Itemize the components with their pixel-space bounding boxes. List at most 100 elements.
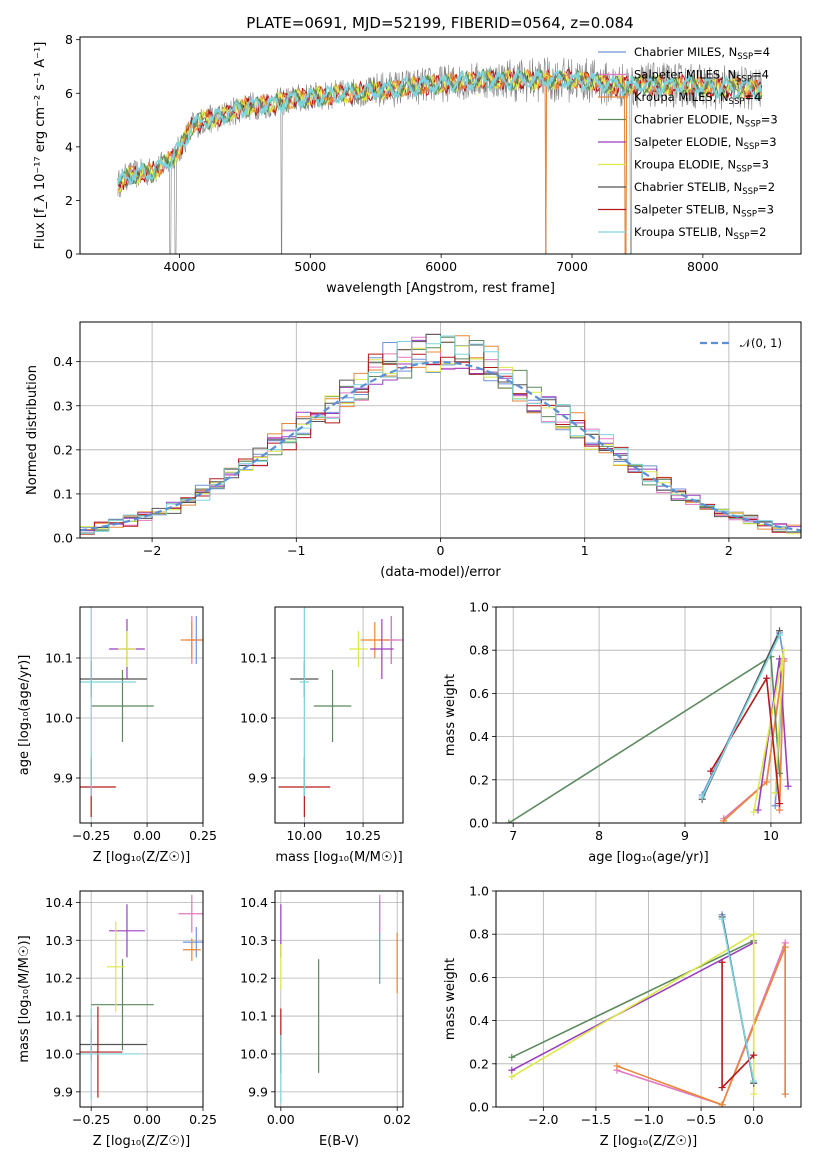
weight-marker: [718, 1084, 726, 1092]
y-tick-label: 0.1: [53, 486, 73, 501]
legend-sub: SSP: [741, 210, 757, 220]
residuals-plot-area: [80, 333, 801, 535]
weight-marker: [750, 1090, 758, 1098]
weight-marker: [771, 789, 779, 797]
legend-entry: Salpeter MILES, NSSP=4: [634, 68, 769, 85]
spectrum-frame: [79, 36, 802, 255]
weight_vs_Z-plot-area: [508, 911, 789, 1107]
weight-marker: [613, 1062, 621, 1070]
y-tick-label: 10.4: [240, 895, 268, 910]
weight_vs_age-plot-area: [505, 627, 792, 823]
x-tick-label: 0.0: [744, 1112, 764, 1127]
spectrum-xlabel: wavelength [Angstrom, rest frame]: [326, 281, 555, 296]
weight-line: [723, 660, 785, 822]
weight-marker: [781, 943, 789, 951]
weight-marker: [750, 1077, 758, 1085]
legend-sub: SSP: [742, 187, 758, 197]
age_vs_Z-frame: [79, 606, 204, 824]
y-tick-label: 10.3: [45, 933, 73, 948]
weight-marker: [718, 915, 726, 923]
weight-marker: [776, 769, 784, 777]
spectrum-axes: 4000 5000 6000 7000 8000 0 2 4 6 8 wavelength [Ang…: [33, 32, 719, 296]
y-tick-label: 10.2: [45, 971, 73, 986]
residual-histogram: [80, 345, 801, 535]
legend-label: Chabrier ELODIE, N: [634, 113, 745, 127]
y-tick-label: 0.0: [469, 1100, 489, 1115]
x-tick-label: 1: [581, 543, 589, 558]
x-tick-label: 0.02: [383, 1112, 411, 1127]
errorbar-point: [109, 904, 145, 958]
y-tick-label: 10.3: [240, 933, 268, 948]
residual-histogram: [80, 335, 801, 534]
weight-marker: [763, 674, 771, 682]
y-tick-label: 4: [65, 139, 73, 154]
weight-marker: [776, 800, 784, 808]
y-tick-label: 10.1: [45, 1009, 73, 1024]
weight-series: [754, 655, 792, 814]
weight-line: [752, 650, 785, 813]
legend-tail: =4: [744, 90, 761, 104]
normal-distribution-curve: [80, 360, 801, 532]
weight-line: [511, 939, 755, 1059]
x-tick-label: −2.0: [528, 1112, 558, 1127]
y-tick-label: 0.2: [469, 1056, 489, 1071]
y-tick-label: 0.4: [469, 729, 489, 744]
y-tick-label: 9.9: [53, 771, 73, 786]
weight-marker: [718, 1101, 726, 1107]
mass_vs_Z-axes: −0.25 0.00 0.25 9.9 10.0 10.1 10.2 10.3 10.4 Z [l…: [17, 891, 217, 1149]
errorbar-point: [360, 622, 389, 658]
mass_vs_ebv-frame: [274, 890, 404, 1108]
mass_vs_Z-frame: [79, 890, 204, 1108]
legend-tail: =2: [749, 225, 766, 239]
x-tick-label: −0.25: [72, 1112, 110, 1127]
errorbar-point: [118, 631, 136, 667]
legend-label: Chabrier MILES, N: [634, 45, 737, 59]
residual-histogram: [80, 333, 801, 534]
legend-label: Salpeter STELIB, N: [634, 203, 741, 217]
y-tick-label: 0.4: [53, 354, 73, 369]
y-tick-label: 2: [65, 193, 73, 208]
age_vs_mass-frame: [274, 606, 404, 824]
legend-entry: Chabrier STELIB, NSSP=2: [634, 180, 775, 197]
weight-line: [721, 918, 755, 1082]
weight-marker: [508, 1053, 516, 1061]
weight-series: [508, 939, 758, 1074]
age_vs_mass-plot-area: [278, 607, 403, 817]
legend-tail: =2: [758, 180, 775, 194]
age_vs_mass-xlabel: mass [log₁₀(M/M☉)]: [275, 850, 402, 865]
x-tick-label: −1.0: [633, 1112, 663, 1127]
y-tick-label: 0.8: [469, 927, 489, 942]
age_vs_mass-axes: 10.00 10.25 9.9 10.0 10.1 mass [log₁₀(M/M☉)]: [240, 607, 403, 865]
mass_vs_Z-ylabel: mass [log₁₀(M/M☉)]: [17, 935, 32, 1062]
errorbar-point: [80, 607, 136, 796]
model-spectrum-line: [117, 68, 763, 186]
weight-series: [718, 958, 758, 1092]
x-tick-label: −0.25: [72, 828, 110, 843]
y-tick-label: 10.2: [240, 971, 268, 986]
weight-marker: [776, 806, 784, 814]
y-tick-label: 0.2: [53, 442, 73, 457]
errorbar-point: [299, 607, 310, 796]
y-tick-label: 0.6: [469, 686, 489, 701]
y-tick-label: 0.2: [469, 772, 489, 787]
weight-marker: [763, 778, 771, 786]
weight-marker: [750, 930, 758, 938]
y-tick-label: 10.0: [45, 711, 73, 726]
legend-sub: SSP: [737, 52, 753, 62]
weight_vs_age-axes: 7 8 9 10 0.0 0.2 0.4 0.6 0.8 1.0 age [log₁₀(age/yr…: [443, 600, 801, 865]
figure-title: PLATE=0691, MJD=52199, FIBERID=0564, z=0…: [246, 14, 633, 32]
weight_vs_age-ylabel: mass weight: [443, 674, 458, 756]
x-tick-label: 10: [763, 828, 779, 843]
weight-line: [701, 634, 781, 798]
errorbar-point: [182, 938, 201, 962]
y-tick-label: 10.0: [240, 1046, 268, 1061]
weight-marker: [781, 1090, 789, 1098]
legend-entry: Kroupa ELODIE, NSSP=3: [634, 158, 769, 175]
x-tick-label: 10.00: [286, 828, 322, 843]
errorbar-point: [180, 622, 203, 658]
legend-entry: Chabrier ELODIE, NSSP=3: [634, 113, 778, 130]
y-tick-label: 1.0: [469, 600, 489, 615]
legend-sub: SSP: [729, 97, 745, 107]
residuals-frame: [79, 321, 802, 539]
